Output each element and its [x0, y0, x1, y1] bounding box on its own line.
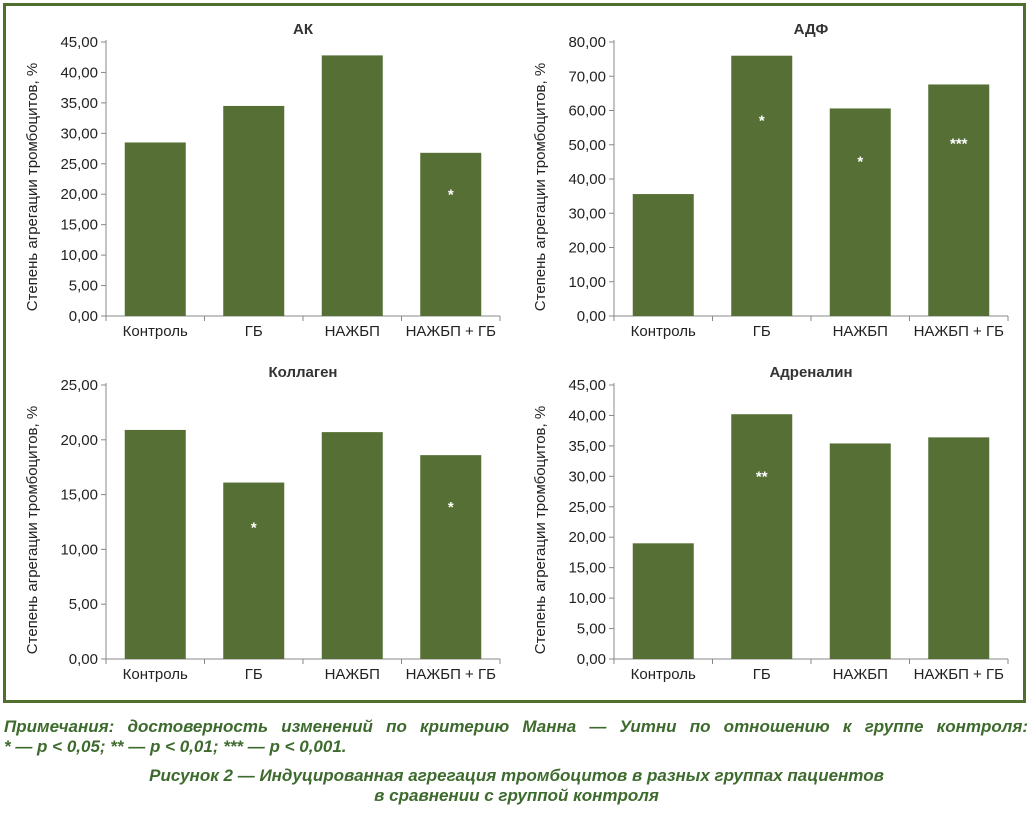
bar-collagen-2 [321, 432, 383, 659]
y-tick-label: 30,00 [568, 468, 606, 485]
bar-ak-0 [124, 142, 186, 316]
chart-title: Адреналин [769, 364, 852, 381]
x-tick-label: НАЖБП + ГБ [914, 666, 1005, 683]
y-tick-label: 0,00 [69, 651, 98, 668]
chart-ak-svg: АК Степень агрегации тромбоцитов, % 0,00 5,… [24, 21, 501, 340]
x-tick-label: НАЖБП [325, 323, 380, 340]
bar-adrenaline-2 [829, 443, 891, 659]
significance-annotation: * [448, 187, 454, 204]
y-tick-label: 15,00 [60, 487, 98, 504]
bar-collagen-1 [223, 482, 285, 659]
bar-collagen-3 [420, 455, 482, 659]
caption-line-1: Рисунок 2 — Индуцированная агрегация тро… [149, 766, 884, 785]
y-tick-label: 30,00 [568, 205, 606, 222]
chart-ak: АК Степень агрегации тромбоцитов, % 0,00 5,… [20, 12, 510, 347]
y-axis-label: Степень агрегации тромбоцитов, % [532, 63, 549, 311]
x-tick-label: Контроль [123, 323, 188, 340]
y-tick-label: 20,00 [568, 529, 606, 546]
chart-adf: АДФ Степень агрегации тромбоцитов, % 0,00 1… [528, 12, 1018, 347]
caption-line-2: в сравнении с группой контроля [374, 786, 659, 805]
notes-line-1: Примечания: достоверность изменений по к… [4, 717, 1028, 736]
chart-collagen: Коллаген Степень агрегации тромбоцитов, %… [20, 355, 510, 690]
y-tick-label: 10,00 [568, 590, 606, 607]
y-tick-label: 15,00 [568, 560, 606, 577]
bar-adrenaline-3 [928, 437, 990, 659]
x-tick-label: НАЖБП [833, 323, 888, 340]
y-tick-label: 80,00 [568, 34, 606, 51]
x-tick-label: Контроль [631, 323, 696, 340]
figure-notes: Примечания: достоверность изменений по к… [4, 717, 1028, 757]
y-tick-label: 40,00 [568, 407, 606, 424]
bar-ak-2 [321, 55, 383, 316]
bar-adf-1 [731, 55, 793, 316]
x-tick-label: Контроль [123, 666, 188, 683]
x-tick-label: НАЖБП + ГБ [406, 666, 497, 683]
bar-adf-0 [632, 194, 694, 316]
y-tick-label: 20,00 [60, 432, 98, 449]
y-axis-label: Степень агрегации тромбоцитов, % [24, 406, 41, 654]
x-tick-label: ГБ [245, 323, 263, 340]
bar-adrenaline-0 [632, 543, 694, 659]
y-axis-label: Степень агрегации тромбоцитов, % [532, 406, 549, 654]
bar-adf-2 [829, 108, 891, 316]
significance-annotation: ** [756, 468, 768, 485]
x-tick-label: ГБ [753, 666, 771, 683]
y-tick-label: 35,00 [568, 438, 606, 455]
significance-annotation: *** [950, 135, 968, 152]
y-tick-label: 15,00 [60, 217, 98, 234]
x-tick-label: Контроль [631, 666, 696, 683]
y-tick-label: 10,00 [60, 247, 98, 264]
notes-line-2: * — p < 0,05; ** — p < 0,01; *** — p < 0… [4, 737, 347, 756]
x-tick-label: НАЖБП [325, 666, 380, 683]
significance-annotation: * [857, 153, 863, 170]
y-tick-label: 30,00 [60, 125, 98, 142]
y-tick-label: 45,00 [568, 377, 606, 394]
chart-adf-svg: АДФ Степень агрегации тромбоцитов, % 0,00 1… [532, 21, 1009, 340]
bar-collagen-0 [124, 429, 186, 659]
significance-annotation: * [759, 113, 765, 130]
x-tick-label: ГБ [245, 666, 263, 683]
y-tick-label: 50,00 [568, 137, 606, 154]
chart-collagen-svg: Коллаген Степень агрегации тромбоцитов, %… [24, 364, 501, 683]
y-tick-label: 20,00 [568, 240, 606, 257]
significance-annotation: * [251, 520, 257, 537]
x-tick-label: ГБ [753, 323, 771, 340]
y-tick-label: 10,00 [60, 541, 98, 558]
chart-title: Коллаген [269, 364, 338, 381]
y-tick-label: 25,00 [568, 499, 606, 516]
y-tick-label: 5,00 [69, 278, 98, 295]
x-tick-label: НАЖБП + ГБ [406, 323, 497, 340]
bar-ak-3 [420, 152, 482, 316]
y-tick-label: 60,00 [568, 103, 606, 120]
bar-adf-3 [928, 84, 990, 316]
chart-adrenaline-svg: Адреналин Степень агрегации тромбоцитов, … [532, 364, 1009, 683]
figure-caption: Рисунок 2 — Индуцированная агрегация тро… [0, 766, 1033, 806]
chart-title: АДФ [794, 21, 829, 38]
y-tick-label: 25,00 [60, 156, 98, 173]
x-tick-label: НАЖБП [833, 666, 888, 683]
bar-adrenaline-1 [731, 414, 793, 659]
chart-title: АК [293, 21, 314, 38]
x-tick-label: НАЖБП + ГБ [914, 323, 1005, 340]
y-tick-label: 0,00 [69, 308, 98, 325]
y-tick-label: 70,00 [568, 68, 606, 85]
y-tick-label: 25,00 [60, 377, 98, 394]
y-tick-label: 45,00 [60, 34, 98, 51]
significance-annotation: * [448, 499, 454, 516]
y-tick-label: 40,00 [568, 171, 606, 188]
y-tick-label: 5,00 [69, 596, 98, 613]
bar-ak-1 [223, 105, 285, 316]
y-tick-label: 10,00 [568, 274, 606, 291]
y-tick-label: 20,00 [60, 186, 98, 203]
y-tick-label: 0,00 [577, 651, 606, 668]
y-tick-label: 35,00 [60, 95, 98, 112]
y-tick-label: 40,00 [60, 64, 98, 81]
chart-adrenaline: Адреналин Степень агрегации тромбоцитов, … [528, 355, 1018, 690]
y-tick-label: 0,00 [577, 308, 606, 325]
y-tick-label: 5,00 [577, 621, 606, 638]
y-axis-label: Степень агрегации тромбоцитов, % [24, 63, 41, 311]
